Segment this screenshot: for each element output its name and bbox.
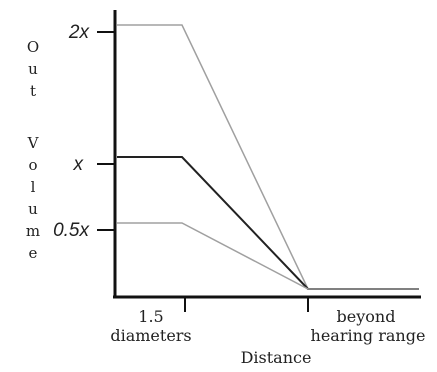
x-tick-label-diameters: diameters: [110, 326, 191, 345]
x-tick-label-1.5: 1.5: [138, 307, 163, 326]
y-axis-label-letter: O: [27, 38, 39, 56]
y-axis-label-letter: l: [31, 178, 36, 196]
x-tick-label-beyond: beyond: [337, 307, 396, 326]
x-tick-label-hearing-range: hearing range: [311, 326, 426, 345]
y-axis-label-letter: u: [28, 60, 38, 78]
y-axis-label-letter: o: [28, 156, 37, 174]
y-axis-label-letter: V: [27, 134, 40, 152]
y-axis-label-letter: t: [30, 82, 36, 100]
x-axis-label: Distance: [241, 348, 312, 367]
y-axis-label-letter: u: [28, 200, 38, 218]
series-group: [117, 24, 419, 290]
y-tick-label-2x: 2x: [68, 22, 91, 43]
y-tick-label-0.5x: 0.5x: [53, 220, 90, 241]
series-line-3: [117, 222, 419, 290]
y-axis-label-letter: e: [29, 244, 38, 262]
y-tick-label-x: x: [73, 154, 85, 175]
y-axis-label-letter: m: [26, 222, 40, 240]
